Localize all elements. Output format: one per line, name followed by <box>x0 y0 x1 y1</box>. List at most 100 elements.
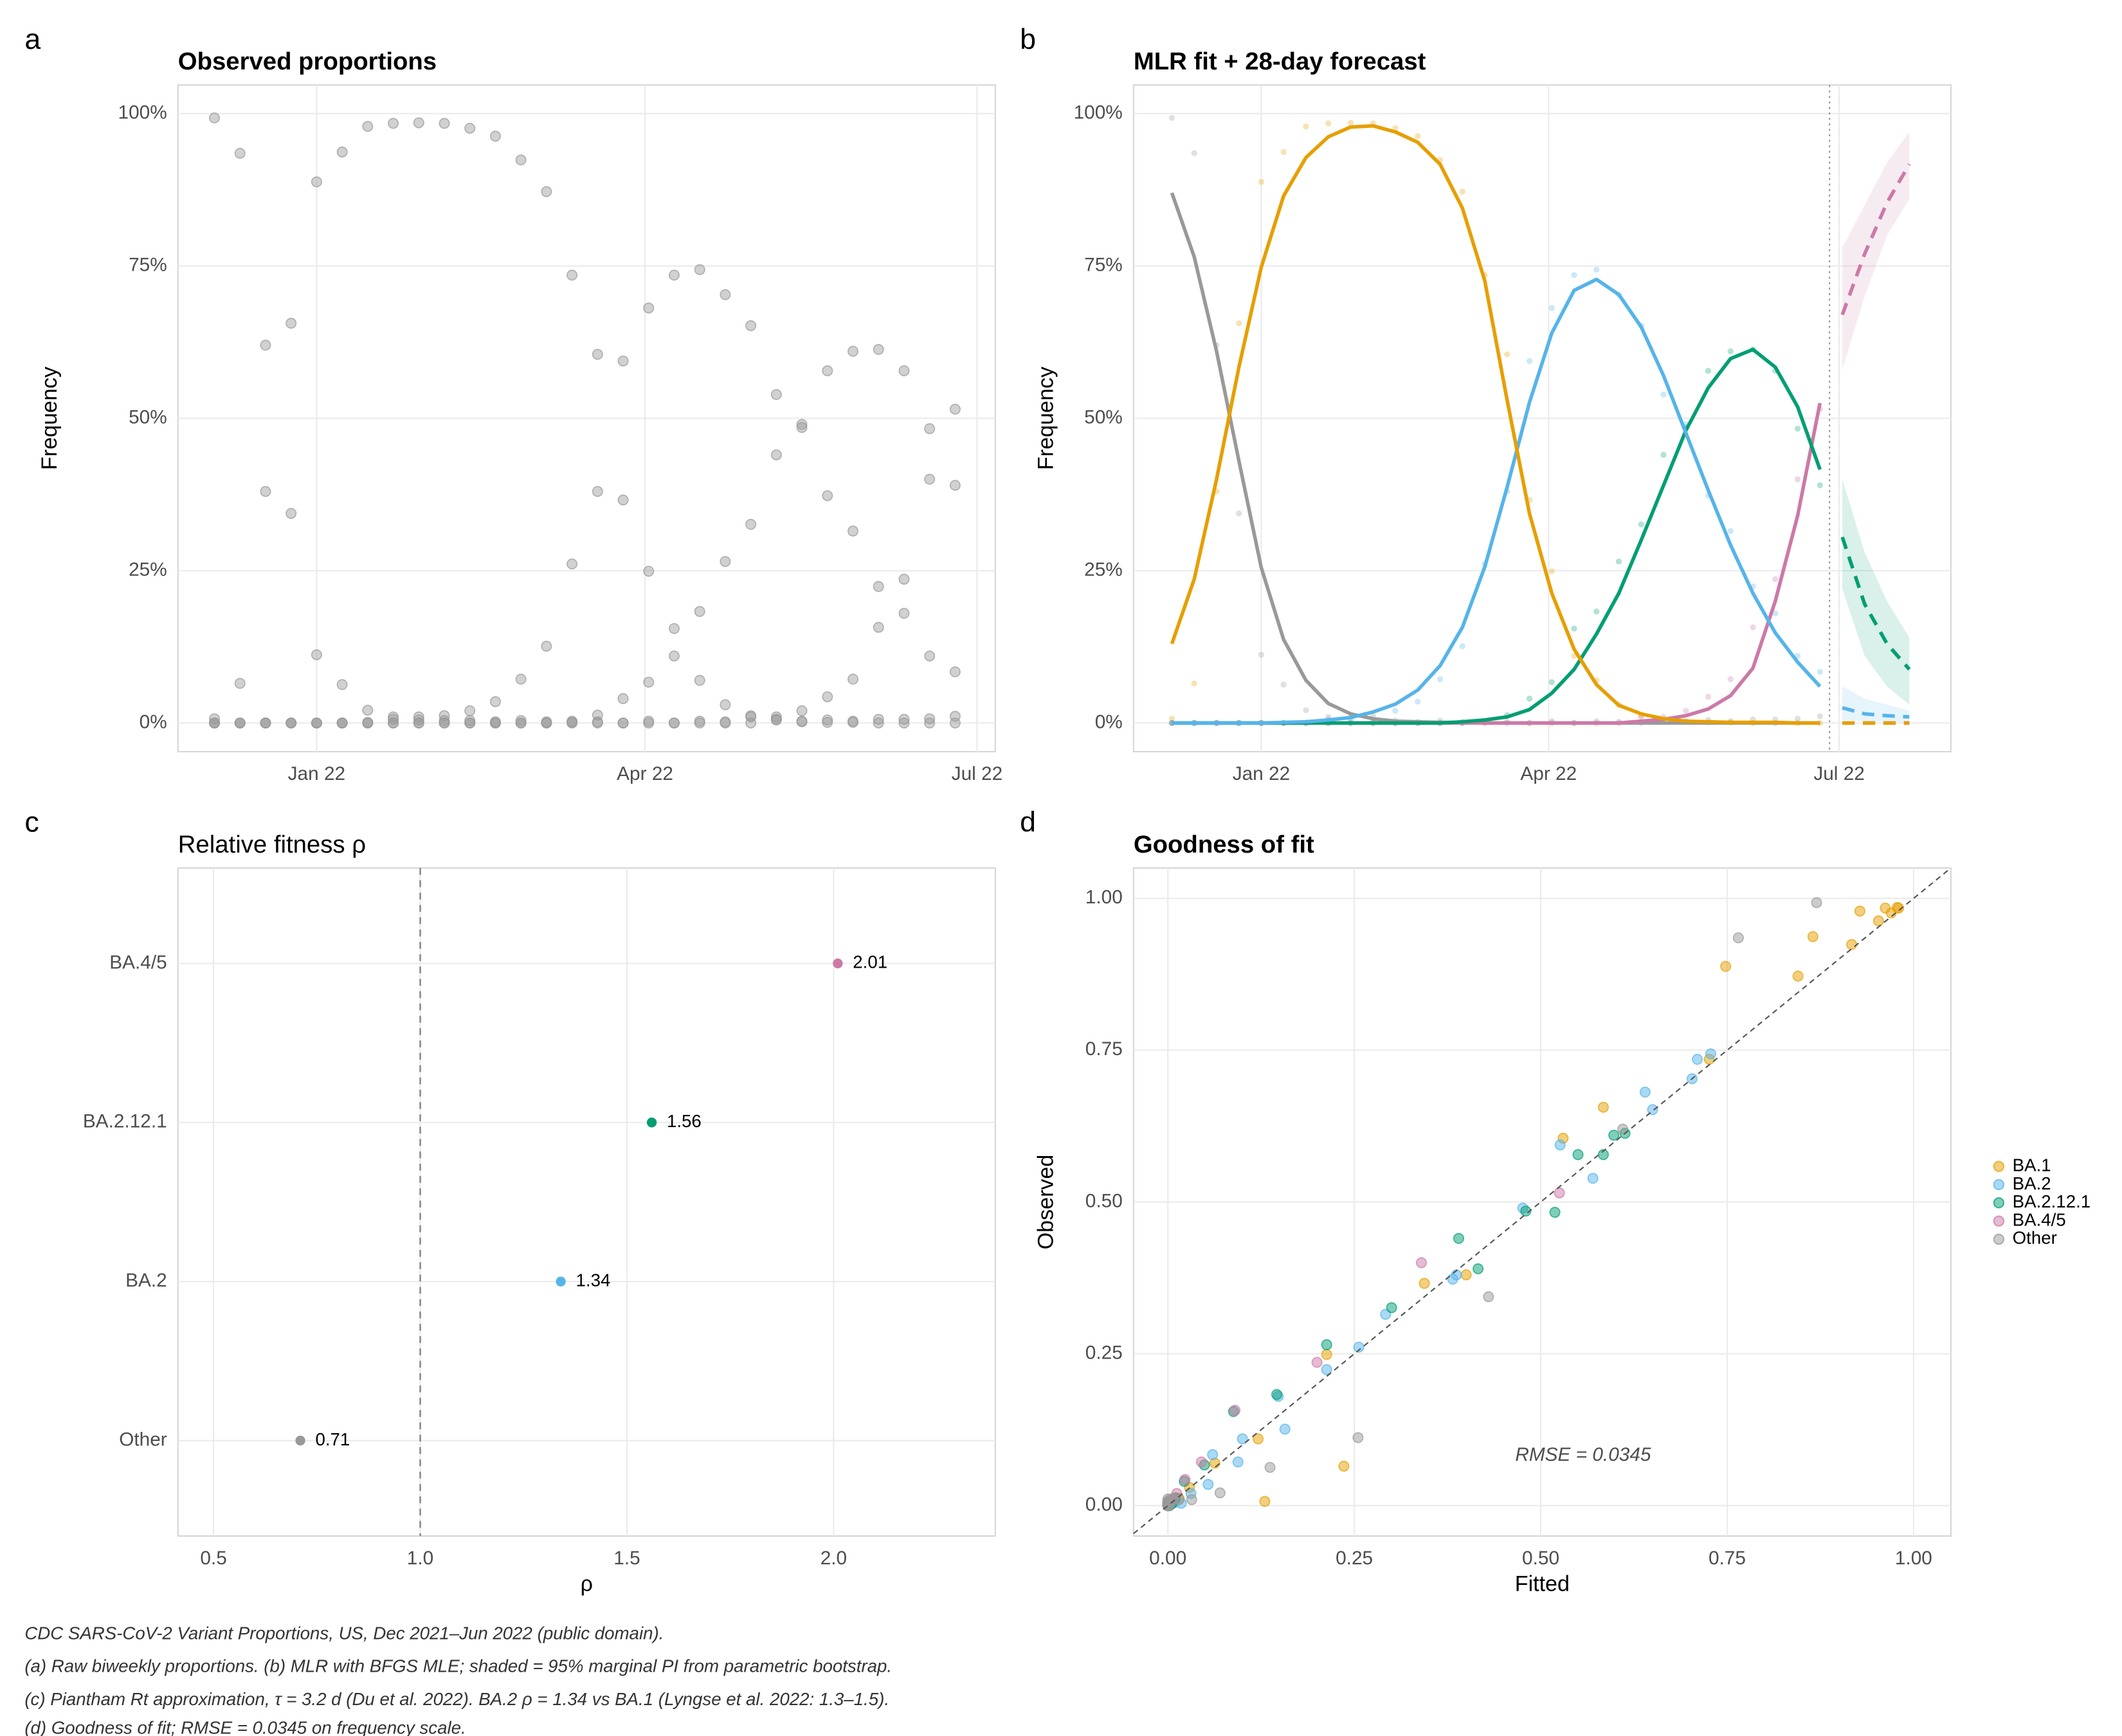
point <box>1554 1187 1565 1198</box>
legend-label: BA.1 <box>2013 1155 2051 1175</box>
point <box>822 714 833 726</box>
y-tick-label: 1.00 <box>1085 887 1123 908</box>
value-label: 1.56 <box>667 1111 702 1131</box>
observed-point <box>1705 694 1712 700</box>
observed-point <box>1258 651 1265 658</box>
point <box>898 574 910 585</box>
observed-point <box>1459 188 1465 195</box>
point <box>720 699 731 710</box>
point <box>1415 1257 1427 1269</box>
point <box>770 711 782 723</box>
observed-point <box>1347 120 1354 126</box>
point <box>694 674 705 686</box>
observed-point <box>1571 625 1577 632</box>
point <box>617 494 629 506</box>
fit-line <box>1170 123 1820 725</box>
point <box>1321 1364 1332 1375</box>
point <box>643 302 655 314</box>
point <box>489 131 501 142</box>
point <box>873 581 884 592</box>
observed-point <box>1548 568 1555 575</box>
point <box>1214 1487 1226 1499</box>
point <box>720 289 731 300</box>
point <box>745 519 757 530</box>
point <box>336 679 348 691</box>
point <box>924 717 936 729</box>
point <box>1811 897 1822 909</box>
annotation: RMSE = 0.0345 <box>1515 1444 1651 1465</box>
point <box>592 716 603 728</box>
point <box>643 676 655 688</box>
observed-point <box>1683 707 1689 714</box>
point <box>1617 1123 1629 1135</box>
point <box>643 716 655 727</box>
point <box>847 673 859 685</box>
forecast-line <box>1840 163 1911 316</box>
point <box>898 717 910 729</box>
point <box>413 714 424 726</box>
y-tick-label: 75% <box>129 255 167 276</box>
point <box>209 713 221 725</box>
point <box>1311 1357 1323 1368</box>
point <box>949 710 961 722</box>
point <box>1597 1101 1609 1113</box>
point <box>1321 1349 1332 1361</box>
fit-line <box>1172 277 1822 725</box>
point <box>1554 1139 1566 1151</box>
legend-label: BA.2 <box>2013 1173 2051 1193</box>
point <box>567 558 578 570</box>
observed-point <box>1615 558 1622 565</box>
observed-point <box>1303 123 1309 130</box>
observed-point <box>1526 695 1533 702</box>
observed-point <box>1593 266 1600 273</box>
x-tick-label: Apr 22 <box>617 763 673 784</box>
y-tick-label: Other <box>119 1429 167 1450</box>
point <box>388 717 399 729</box>
x-tick-label: 0.25 <box>1336 1548 1373 1569</box>
point <box>336 717 348 729</box>
point <box>770 449 782 460</box>
observed-point <box>1772 610 1779 617</box>
point <box>413 117 424 129</box>
point <box>643 565 655 577</box>
x-tick-label: 0.00 <box>1149 1548 1186 1569</box>
y-tick-label: 0.50 <box>1085 1190 1123 1211</box>
point <box>592 348 603 360</box>
observed-point <box>1415 133 1421 140</box>
point <box>873 714 884 725</box>
point <box>1338 1460 1350 1472</box>
point <box>770 389 782 401</box>
point <box>439 710 450 721</box>
forecast-line <box>1842 706 1910 719</box>
point <box>260 339 271 351</box>
observed-point <box>1705 368 1712 374</box>
y-tick-label: 100% <box>118 102 167 123</box>
observed-point <box>1794 716 1801 722</box>
point <box>286 318 297 329</box>
point <box>464 715 476 727</box>
point <box>286 507 297 519</box>
point <box>1352 1432 1364 1443</box>
point <box>847 345 859 357</box>
point <box>949 666 961 678</box>
point <box>1179 1474 1191 1485</box>
point <box>1549 1207 1561 1218</box>
point <box>336 146 348 158</box>
panel-title: Observed proportions <box>178 48 437 75</box>
forecast-band <box>1842 686 1910 723</box>
observed-point <box>1548 305 1555 311</box>
observed-point <box>1235 510 1242 517</box>
point <box>873 622 884 633</box>
legend-label: BA.2.12.1 <box>2013 1191 2090 1211</box>
point <box>1572 1149 1584 1161</box>
point <box>873 717 884 729</box>
point <box>898 714 910 725</box>
point <box>1264 1461 1276 1473</box>
y-tick-label: BA.2.12.1 <box>83 1111 167 1132</box>
x-tick-label: 1.0 <box>407 1548 433 1569</box>
observed-point <box>1235 320 1242 327</box>
point <box>822 490 833 502</box>
y-axis-label: Frequency <box>37 366 62 470</box>
point <box>668 650 680 662</box>
